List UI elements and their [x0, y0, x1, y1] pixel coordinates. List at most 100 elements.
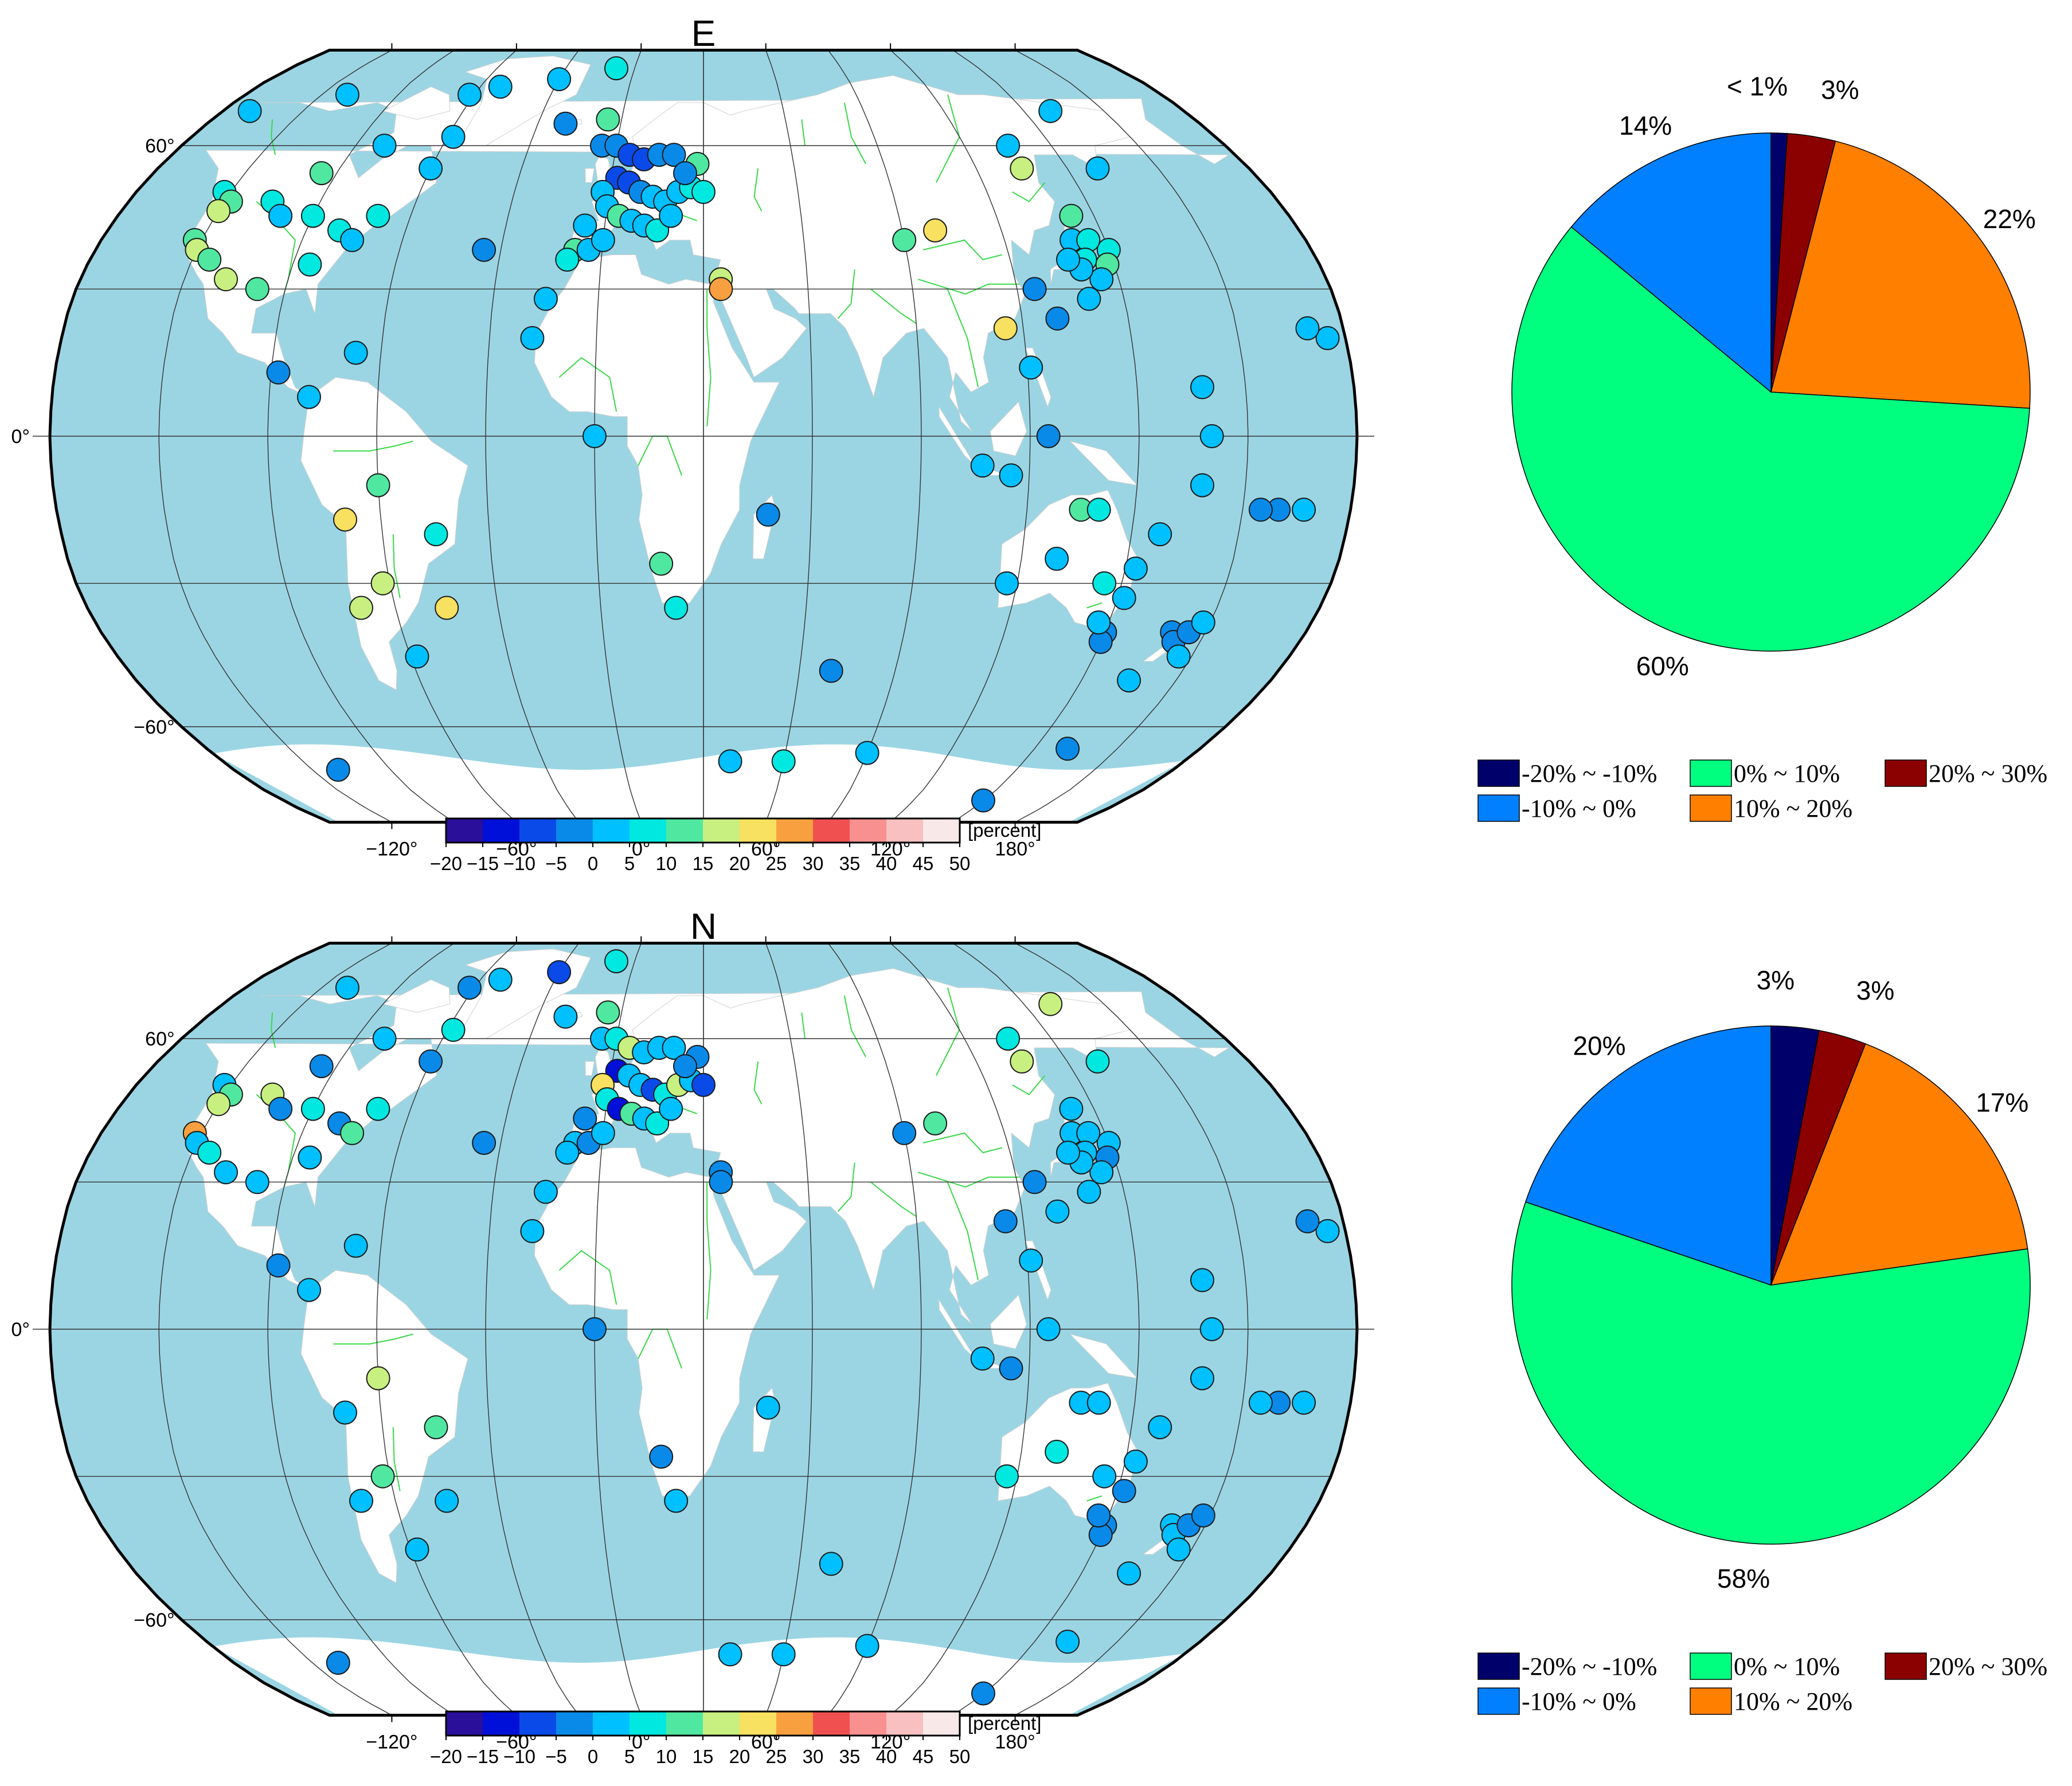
panel-n-colorbar-tick-label: 20	[729, 1746, 750, 1767]
panel-n-pie-slice	[1524, 1025, 1772, 1286]
colorbar-swatch	[813, 818, 850, 843]
panel-e-colorbar-tick-label: −10	[503, 853, 535, 874]
panel-e-colorbar-tick-label: 15	[693, 853, 714, 874]
river-line	[333, 440, 413, 452]
land-polygon	[534, 1147, 780, 1497]
panel-e-legend-label: 10% ~ 20%	[1734, 794, 1852, 822]
panel-e-legend-swatch	[1477, 794, 1520, 822]
panel-e-title: E	[691, 13, 716, 54]
panel-n-colorbar-tick-label: −10	[503, 1746, 535, 1767]
station-point	[993, 316, 1018, 340]
panel-e-lat-label: −60°	[134, 716, 174, 738]
panel-n-colorbar-tick-label: 10	[656, 1746, 677, 1767]
station-point	[1056, 248, 1080, 272]
panel-n-lat-label: −60°	[134, 1609, 174, 1631]
panel-e-lon-label: 180°	[995, 839, 1035, 860]
antarctica	[213, 1637, 1185, 1715]
station-point	[582, 424, 607, 448]
station-point	[424, 522, 448, 547]
station-point	[756, 1395, 780, 1420]
station-point	[472, 238, 497, 262]
station-point	[1191, 1503, 1215, 1527]
station-point	[214, 267, 238, 292]
station-point	[1077, 287, 1101, 311]
station-point	[1123, 1450, 1148, 1474]
station-point	[1010, 1049, 1034, 1074]
station-point	[309, 161, 334, 186]
panel-e-legend-label: -10% ~ 0%	[1522, 794, 1636, 822]
station-point	[604, 56, 628, 81]
river-line	[1012, 1075, 1046, 1095]
station-point	[659, 1096, 683, 1121]
station-point	[488, 75, 513, 99]
panel-e-colorbar-tick-label: 5	[624, 853, 635, 874]
station-point	[923, 1111, 948, 1135]
panel-e-legend-swatch	[1885, 759, 1927, 787]
river-line	[947, 1181, 979, 1280]
station-point	[555, 1141, 580, 1165]
panel-e-pie-slice	[1570, 132, 1772, 393]
station-point	[343, 1233, 368, 1258]
panel-n-colorbar-tick-label: −20	[430, 1746, 462, 1767]
panel-n-colorbar-tick-label: 25	[766, 1746, 787, 1767]
colorbar-swatch	[923, 818, 960, 843]
panel-n-colorbar-tick-label: 0	[588, 1746, 598, 1767]
station-point	[335, 83, 359, 107]
land-polygon	[990, 401, 1027, 456]
station-point	[1019, 355, 1043, 380]
station-point	[892, 228, 917, 252]
station-point	[596, 1000, 620, 1025]
panel-e-land-layer	[50, 50, 1357, 822]
station-point	[1092, 1464, 1117, 1489]
station-point	[297, 1278, 321, 1302]
colorbar-swatch	[483, 1711, 520, 1736]
river-line	[706, 289, 711, 426]
station-point	[237, 99, 262, 123]
station-point	[771, 749, 796, 774]
station-point	[553, 1004, 578, 1029]
panel-n-colorbar-tick-label: 5	[624, 1746, 635, 1767]
station-point	[1085, 1049, 1110, 1074]
station-point	[1077, 1180, 1101, 1204]
river-line	[753, 1061, 763, 1104]
station-point	[855, 741, 879, 765]
station-point	[1112, 586, 1136, 610]
station-point	[1315, 326, 1340, 350]
station-point	[333, 1400, 357, 1425]
panel-e-pie-slice	[1511, 226, 2030, 652]
station-point	[1190, 375, 1214, 399]
station-point	[582, 1317, 607, 1341]
station-point	[1248, 498, 1273, 522]
colorbar-swatch	[630, 1711, 667, 1736]
panel-n-lon-label: 180°	[995, 1732, 1035, 1753]
station-point	[533, 287, 558, 311]
land-polygon	[300, 1270, 468, 1584]
station-point	[547, 960, 572, 985]
panel-n-legend-swatch	[1477, 1687, 1520, 1715]
station-point	[995, 571, 1019, 596]
colorbar-swatch	[850, 1711, 887, 1736]
panel-e-pie-label: 60%	[1636, 651, 1689, 681]
colorbar-swatch	[593, 818, 630, 843]
panel-e-colorbar-tick-label: 20	[729, 853, 750, 874]
station-point	[691, 1072, 716, 1097]
colorbar-swatch	[740, 818, 777, 843]
station-point	[206, 199, 230, 224]
station-point	[995, 1464, 1019, 1489]
station-point	[1059, 1096, 1084, 1121]
station-point	[971, 1681, 995, 1706]
panel-n-colorbar-tick-label: 30	[803, 1746, 824, 1767]
river-line	[922, 1132, 1002, 1154]
station-point	[999, 1356, 1023, 1381]
station-point	[1055, 1630, 1080, 1654]
station-point	[333, 507, 357, 532]
station-point	[405, 1537, 429, 1562]
station-point	[1295, 1209, 1320, 1233]
station-point	[1117, 1561, 1141, 1586]
station-point	[349, 1489, 373, 1513]
colorbar-swatch	[446, 818, 483, 843]
station-point	[266, 1253, 291, 1278]
panel-n-colorbar-unit: [percent]	[968, 1713, 1041, 1734]
station-point	[366, 203, 390, 228]
colorbar-swatch	[776, 1711, 814, 1736]
